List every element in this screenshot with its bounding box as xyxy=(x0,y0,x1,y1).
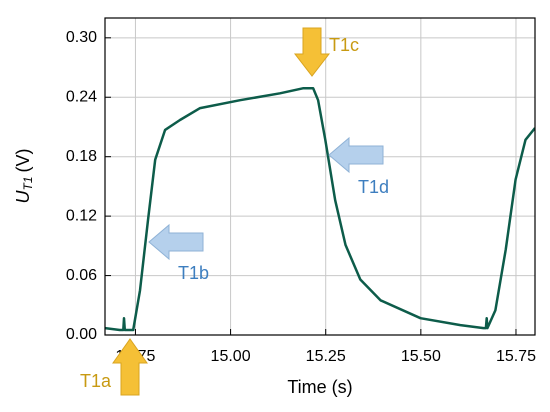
y-tick-label: 0.18 xyxy=(66,148,97,165)
y-axis-label: UT1 (V) xyxy=(13,148,35,203)
annotation: T1d xyxy=(358,177,389,197)
y-tick-label: 0.24 xyxy=(66,88,97,105)
plot-area xyxy=(105,87,535,332)
annotation: T1b xyxy=(178,263,209,283)
y-label-unit: (V) xyxy=(13,148,33,172)
arrow-t1a xyxy=(112,338,148,396)
x-tick-label: 15.75 xyxy=(496,348,536,365)
arrow-t1b xyxy=(148,223,204,261)
annotation: T1a xyxy=(80,371,112,391)
y-label-sub: T1 xyxy=(21,176,35,190)
y-tick-label: 0.00 xyxy=(66,326,97,343)
plot-frame xyxy=(104,17,536,336)
y-tick-label: 0.06 xyxy=(66,267,97,284)
y-label-main: U xyxy=(13,190,33,204)
y-tick-label: 0.30 xyxy=(66,29,97,46)
x-axis-label: Time (s) xyxy=(287,377,352,397)
y-tick-label: 0.12 xyxy=(66,207,97,224)
annotation: T1c xyxy=(329,35,359,55)
x-tick-label: 15.50 xyxy=(401,348,441,365)
arrow-t1d xyxy=(328,136,384,174)
arrow-t1c xyxy=(293,27,331,77)
x-tick-label: 15.25 xyxy=(306,348,346,365)
x-tick-label: 15.00 xyxy=(211,348,251,365)
data-line xyxy=(105,87,535,332)
